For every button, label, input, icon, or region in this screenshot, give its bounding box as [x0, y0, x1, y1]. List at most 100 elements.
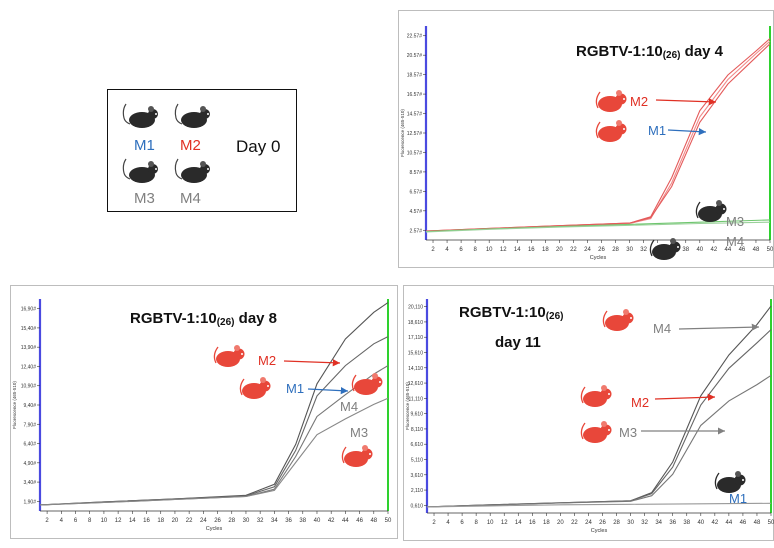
x-tick-label: 14 [515, 520, 522, 526]
x-tick-label: 24 [584, 247, 591, 253]
x-tick-label: 46 [739, 247, 746, 253]
y-tick-label: 6,40# [23, 442, 36, 448]
mouse-icon-m2 [580, 385, 612, 407]
mouse-icon-m1-tail [714, 472, 720, 490]
mouse-label-m4: M4 [180, 190, 201, 207]
x-tick-label: 4 [60, 518, 64, 524]
x-tick-label: 32 [640, 247, 647, 253]
y-tick-label: 14.57# [407, 112, 423, 118]
annotation-arrow-m2 [283, 359, 341, 367]
mouse-icon-m4-tail [602, 310, 608, 328]
mouse-icon-m4 [602, 309, 634, 331]
x-tick-label: 50 [385, 518, 392, 524]
annotation-label-m2: M2 [631, 395, 649, 410]
mouse-icon-m2-tail [580, 386, 586, 404]
x-tick-label: 16 [529, 520, 536, 526]
y-tick-label: 2,110 [411, 488, 423, 494]
mouse-label-m2: M2 [180, 137, 201, 154]
x-tick-label: 36 [285, 518, 292, 524]
x-tick-label: 10 [487, 520, 494, 526]
mouse-icon-m1-eye [267, 385, 269, 387]
mouse-icon-m1-ear [260, 377, 266, 383]
mouse-icon-m4 [351, 373, 383, 395]
x-tick-label: 28 [613, 520, 620, 526]
chart-title-main: RGBTV-1:10 [459, 304, 546, 321]
x-tick-label: 38 [682, 247, 689, 253]
mouse-icon-m3-tail [695, 201, 701, 219]
y-axis-label: Fluorescence (465-510) [12, 381, 17, 429]
y-tick-label: 2.57# [409, 228, 422, 234]
x-tick-label: 40 [696, 247, 703, 253]
x-tick-label: 44 [726, 520, 733, 526]
mouse-icon-m3-eye [369, 453, 371, 455]
chart-title-sub: (26) [217, 317, 235, 328]
mouse-icon-m4-head [622, 312, 634, 324]
mouse-icon-m1-eye [623, 128, 625, 130]
mouse-icon-m2 [595, 90, 627, 112]
x-tick-label: 40 [314, 518, 321, 524]
mouse-icon-m1-head [734, 474, 746, 486]
chart-title-tail: day 4 [681, 43, 724, 60]
x-tick-label: 48 [753, 247, 760, 253]
annotation-arrow-m2 [654, 393, 716, 401]
x-tick-label: 48 [370, 518, 377, 524]
y-tick-label: 20,110 [408, 305, 423, 311]
x-tick-label: 34 [655, 520, 662, 526]
y-tick-label: 12.57# [407, 131, 423, 137]
mouse-icon-m1-head [259, 380, 271, 392]
x-tick-label: 18 [157, 518, 164, 524]
x-tick-label: 8 [473, 247, 477, 253]
mouse-icon-m3-head [361, 448, 373, 460]
y-tick-label: 8.57# [409, 170, 422, 176]
x-tick-label: 24 [200, 518, 207, 524]
x-tick-label: 22 [571, 520, 578, 526]
mouse-icon-m2-eye [623, 98, 625, 100]
x-tick-label: 36 [669, 520, 676, 526]
y-tick-label: 14,110 [408, 366, 423, 372]
x-tick-label: 24 [585, 520, 592, 526]
x-tick-label: 18 [542, 247, 549, 253]
annotation-arrow-m1 [307, 387, 349, 395]
mouse-icon-m4-tail [649, 239, 655, 257]
y-axis-label: Fluorescence (465-510) [400, 109, 405, 157]
x-tick-label: 48 [754, 520, 761, 526]
x-tick-label: 12 [500, 247, 507, 253]
mouse-icon-m3-eye [723, 208, 725, 210]
mouse-icon-m1-ear [616, 120, 622, 126]
x-tick-label: 32 [641, 520, 648, 526]
x-tick-label: 46 [740, 520, 747, 526]
mouse-icon-m3 [580, 421, 612, 443]
chart-title: RGBTV-1:10(26) day 8 [130, 310, 277, 328]
y-tick-label: 4,90# [23, 461, 36, 467]
chart-title-line2: day 11 [495, 334, 541, 351]
x-tick-label: 8 [88, 518, 92, 524]
y-tick-label: 6,610 [410, 442, 423, 448]
x-tick-label: 20 [556, 247, 563, 253]
y-tick-label: 16,90# [21, 307, 37, 313]
x-tick-label: 16 [143, 518, 150, 524]
chart-title-main: RGBTV-1:10 [130, 310, 217, 327]
annotation-arrow-m2 [655, 98, 717, 106]
mouse-icon-m4 [174, 158, 210, 183]
y-tick-label: 22.57# [407, 34, 423, 40]
mouse-label-m3: M3 [134, 190, 155, 207]
annotation-label-m2: M2 [258, 353, 276, 368]
chart-title-tail: day 8 [235, 310, 278, 327]
y-tick-label: 12,40# [21, 364, 37, 370]
x-tick-label: 46 [356, 518, 363, 524]
x-tick-label: 16 [528, 247, 535, 253]
mouse-icon-m3-ear [716, 200, 722, 206]
annotation-label-m4: M4 [726, 234, 744, 249]
mouse-icon-m3-ear [601, 421, 607, 427]
y-tick-label: 18,610 [408, 320, 424, 326]
x-tick-label: 38 [683, 520, 690, 526]
y-tick-label: 15,40# [21, 326, 37, 332]
x-tick-label: 34 [271, 518, 278, 524]
x-tick-label: 42 [710, 247, 717, 253]
mouse-icon-m3-tail [341, 446, 347, 464]
mouse-icon-m2 [174, 103, 210, 128]
y-tick-label: 12,610 [408, 381, 424, 387]
series-line-3 [425, 43, 771, 232]
x-tick-label: 20 [172, 518, 179, 524]
mouse-icon-m4-eye [379, 381, 381, 383]
